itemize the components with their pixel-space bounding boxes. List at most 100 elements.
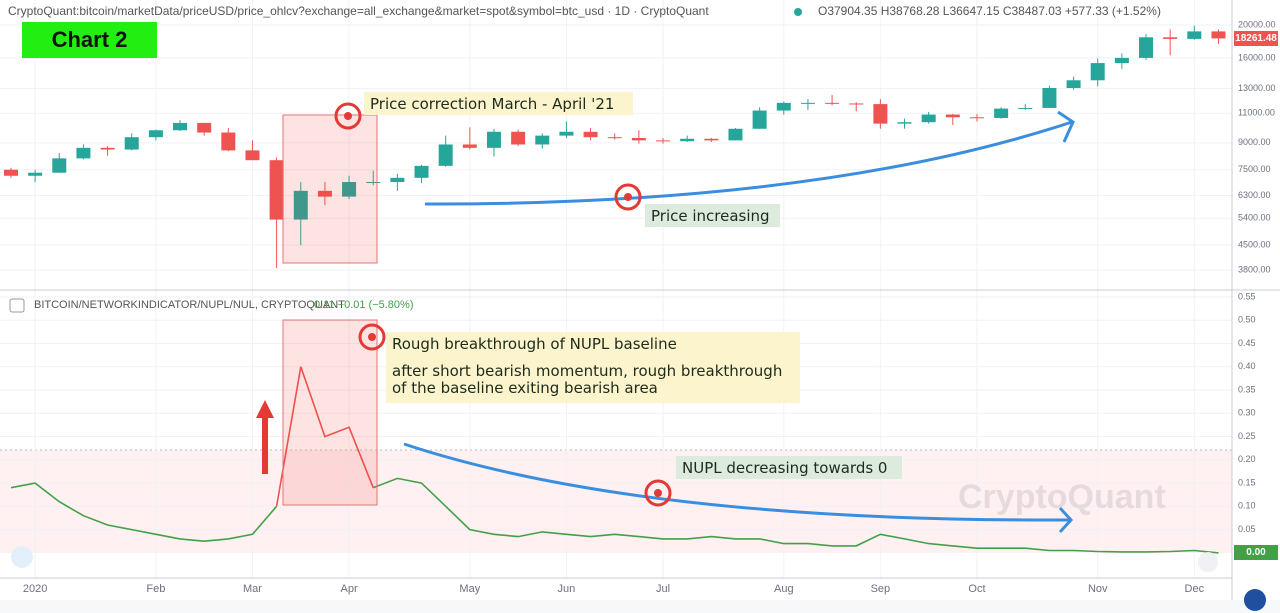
up-arrow <box>256 400 274 474</box>
y-tick-label: 9000.00 <box>1238 137 1271 147</box>
y-tick-label: 0.40 <box>1238 361 1256 371</box>
y-tick-label: 0.55 <box>1238 291 1256 301</box>
candle-body <box>221 132 236 151</box>
candle-body <box>486 131 501 148</box>
scroll-button[interactable] <box>1198 552 1218 572</box>
collapse-button[interactable] <box>9 298 25 313</box>
candle-body <box>631 137 646 141</box>
bearish-zone <box>0 450 1232 553</box>
y-tick-label: 0.45 <box>1238 338 1256 348</box>
target-icons <box>334 102 672 507</box>
candle-body <box>728 128 743 141</box>
annotation: Rough breakthrough of NUPL baseline <box>392 335 677 353</box>
candle-body <box>1018 107 1033 109</box>
candle-body <box>1163 37 1178 39</box>
candle-body <box>511 131 526 145</box>
logo-button[interactable] <box>11 546 33 568</box>
x-tick-label: Apr <box>341 583 358 595</box>
y-tick-label: 7500.00 <box>1238 164 1271 174</box>
highlight-box <box>282 319 378 506</box>
candle-body <box>1114 57 1129 64</box>
candle-body <box>897 122 912 124</box>
candle-body <box>1066 80 1081 88</box>
chart-badge: Chart 2 <box>22 22 157 58</box>
watermark: CryptoQuant <box>958 478 1166 516</box>
candle-body <box>583 131 598 138</box>
candle-body <box>438 144 453 166</box>
x-tick-label: May <box>459 583 480 595</box>
candle-body <box>1211 31 1226 39</box>
y-tick-label: 5400.00 <box>1238 213 1271 223</box>
candle-body <box>800 102 815 104</box>
annotation: after short bearish momentum, rough brea… <box>392 362 783 380</box>
x-tick-label: Aug <box>774 583 794 595</box>
candle-body <box>1139 37 1154 58</box>
candle-body <box>52 158 67 173</box>
candle-body <box>607 137 622 139</box>
target-dots <box>344 112 662 497</box>
candle-body <box>680 138 695 142</box>
candle-body <box>28 172 43 176</box>
candle-body <box>994 108 1009 118</box>
x-tick-label: Jun <box>558 583 576 595</box>
candle-body <box>921 114 936 123</box>
last-price-tag: 18261.48 <box>1234 30 1278 46</box>
indicator-title: BITCOIN/NETWORKINDICATOR/NUPL/NUL, CRYPT… <box>34 299 345 311</box>
x-tick-label: Oct <box>968 583 985 595</box>
y-tick-label: 0.30 <box>1238 408 1256 418</box>
arrow-head <box>1057 110 1075 143</box>
y-tick-label: 3800.00 <box>1238 264 1271 274</box>
trend-arrow <box>403 442 1071 522</box>
search-button[interactable] <box>1244 589 1266 611</box>
candle-body <box>124 137 139 150</box>
candle-body <box>969 117 984 119</box>
candle-body <box>945 114 960 118</box>
candle-body <box>293 190 308 220</box>
annotation: NUPL decreasing towards 0 <box>676 456 902 479</box>
y-tick-label: 0.20 <box>1238 454 1256 464</box>
candle-body <box>269 160 284 220</box>
candle-body <box>1090 63 1105 81</box>
y-tick-label: 16000.00 <box>1238 52 1276 62</box>
candle-body <box>849 103 864 105</box>
indicator-line <box>275 366 374 507</box>
candle-body <box>1187 31 1202 39</box>
last-value-tag: 0.00 <box>1234 545 1278 561</box>
y-tick-label: 0.15 <box>1238 477 1256 487</box>
trend-arrow <box>424 120 1073 206</box>
y-tick-label: 0.05 <box>1238 524 1256 534</box>
candle-body <box>366 182 381 184</box>
candle-body <box>752 110 767 129</box>
candle-body <box>245 150 260 161</box>
candle-body <box>390 177 405 183</box>
candle-body <box>462 144 477 148</box>
indicator-value: 0.11 −0.01 (−5.80%) <box>314 299 414 311</box>
y-tick-label: 20000.00 <box>1238 19 1276 29</box>
y-tick-label: 4500.00 <box>1238 239 1271 249</box>
symbol-header: CryptoQuant:bitcoin/marketData/priceUSD/… <box>8 4 709 18</box>
highlight-box <box>282 114 378 264</box>
y-tick-label: 13000.00 <box>1238 83 1276 93</box>
candle-body <box>559 131 574 136</box>
x-tick-label: Sep <box>871 583 891 595</box>
annotation-box: Rough breakthrough of NUPL baseline afte… <box>386 332 800 403</box>
y-tick-label: 0.50 <box>1238 315 1256 325</box>
annotation: Price increasing <box>645 204 780 227</box>
status-dot <box>794 8 802 16</box>
y-tick-label: 0.10 <box>1238 501 1256 511</box>
x-tick-label: 2020 <box>23 583 47 595</box>
candle-body <box>100 147 115 150</box>
candle-body <box>317 190 332 197</box>
bottom-toolbar <box>0 600 1280 613</box>
candle-body <box>535 135 550 145</box>
candle-body <box>148 130 163 138</box>
x-tick-label: Dec <box>1185 583 1205 595</box>
y-tick-label: 0.25 <box>1238 431 1256 441</box>
x-tick-label: Mar <box>243 583 262 595</box>
x-tick-label: Nov <box>1088 583 1108 595</box>
annotation: of the baseline exiting bearish area <box>392 379 658 397</box>
candle-body <box>704 138 719 141</box>
